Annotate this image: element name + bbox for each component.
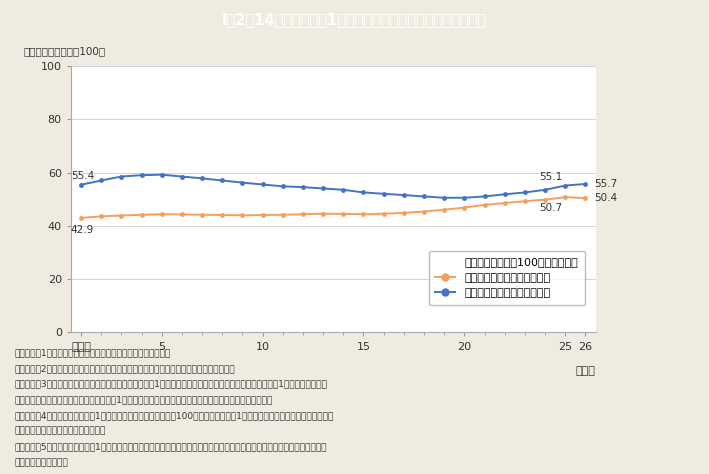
Text: 50.4: 50.4 xyxy=(594,193,617,203)
Text: 55.1: 55.1 xyxy=(540,172,563,182)
Text: 55.7: 55.7 xyxy=(594,179,618,189)
Text: （年）: （年） xyxy=(576,366,596,376)
Legend: 男性一般労働者を100とした場合の, 女性短時間労働者の給与水準, 男性短時間労働者の給与水準: 男性一般労働者を100とした場合の, 女性短時間労働者の給与水準, 男性短時間労… xyxy=(429,251,585,305)
Text: 5．男性一般労働者の1時間当たり平均所定内給与額は，所定内給与額を所定内実労働時間数で除して算出したもので: 5．男性一般労働者の1時間当たり平均所定内給与額は，所定内給与額を所定内実労働時… xyxy=(14,442,327,451)
Text: I－2－14図　労働者の1時間当たり平均所定内給与格差の推移: I－2－14図 労働者の1時間当たり平均所定内給与格差の推移 xyxy=(222,12,487,27)
Text: （備考）　1．厚生労働省「賃金構造基本統計調査」より作成。: （備考） 1．厚生労働省「賃金構造基本統計調査」より作成。 xyxy=(14,348,170,357)
Text: が一般の労働者と同じでも1週の所定労働日数が一般の労働者よりも少ない労働者をいう。: が一般の労働者と同じでも1週の所定労働日数が一般の労働者よりも少ない労働者をいう… xyxy=(14,395,272,404)
Text: 55.4: 55.4 xyxy=(71,171,94,181)
Text: 2．「一般労働者」は，常用労働者のうち，「短時間労働者」以外の者をいう。: 2．「一般労働者」は，常用労働者のうち，「短時間労働者」以外の者をいう。 xyxy=(14,364,235,373)
Text: ある。: ある。 xyxy=(14,458,68,467)
Text: 4．男性一般労働者の1時間当たり平均所定内給与額を100として，各区分の1時間当たり平均所定内給与額の水準を: 4．男性一般労働者の1時間当たり平均所定内給与額を100として，各区分の1時間当… xyxy=(14,411,333,420)
Text: 算出したものである。: 算出したものである。 xyxy=(14,427,106,436)
Text: 3．「短時間労働者」は，常用労働者のうち，1日の所定労働時間が一般の労働者よりも短い又は1日の所定労働時間: 3．「短時間労働者」は，常用労働者のうち，1日の所定労働時間が一般の労働者よりも… xyxy=(14,380,327,389)
Text: （男性一般労働者＝100）: （男性一般労働者＝100） xyxy=(23,46,106,56)
Text: 42.9: 42.9 xyxy=(71,225,94,235)
Text: 50.7: 50.7 xyxy=(540,202,563,212)
